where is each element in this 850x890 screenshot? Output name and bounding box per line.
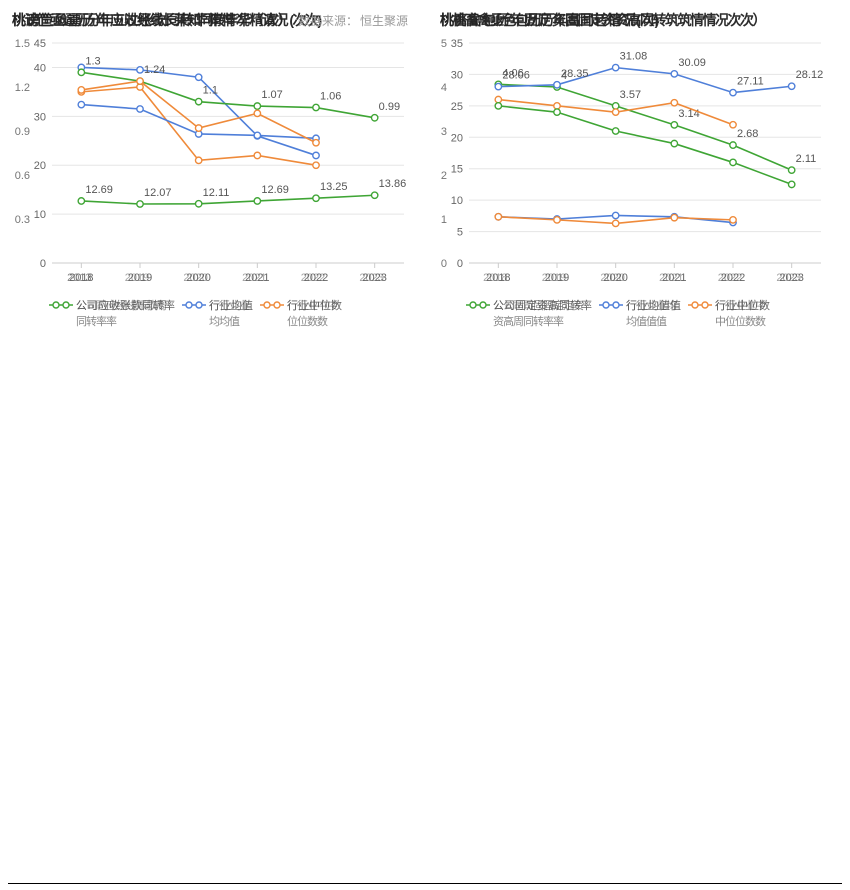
svg-text:12.07: 12.07 <box>144 187 172 199</box>
svg-text:10: 10 <box>451 195 463 207</box>
chart-right-legend: 公司固定资高同转率公公司司固固定定资资高周同转率率行业均值值行行业业均均值值值行… <box>425 293 842 313</box>
source-value: 恒生聚源 <box>360 12 408 29</box>
charts-row: 010203040450.30.60.91.21.520182013201920… <box>8 32 842 373</box>
svg-text:30: 30 <box>451 69 463 81</box>
chart-right: 0510152025303501234520182018201920192020… <box>425 33 842 373</box>
svg-text:0.9: 0.9 <box>15 126 30 138</box>
svg-text:0.3: 0.3 <box>15 214 30 226</box>
chart-left: 010203040450.30.60.91.21.520182013201920… <box>8 33 425 373</box>
titles-row: 桃谤笸亟逼历分年五过经线长茉知同转毕华精请况 (次次) 桃谤笸亟逼历年应收账款同… <box>8 10 842 32</box>
chart-right-svg: 0510152025303501234520182018201920192020… <box>425 33 835 293</box>
svg-text:35: 35 <box>451 38 463 50</box>
svg-text:1.1: 1.1 <box>203 85 218 97</box>
svg-text:2022: 2022 <box>301 272 325 284</box>
chart-left-legend: 公司应收账款同转率公司司应经线账款周同转率率行业均值行行业业均均值行业中位数行行… <box>8 293 425 313</box>
svg-text:45: 45 <box>34 38 46 50</box>
svg-text:0.99: 0.99 <box>379 101 400 113</box>
svg-text:13.86: 13.86 <box>379 178 407 190</box>
svg-text:2020: 2020 <box>183 272 207 284</box>
source-label: 数据来源： <box>298 12 358 29</box>
svg-text:12.69: 12.69 <box>261 184 289 196</box>
svg-text:0: 0 <box>441 258 447 270</box>
svg-text:1.5: 1.5 <box>15 38 30 50</box>
svg-text:40: 40 <box>34 62 46 74</box>
legend-item: 行业中位数行行业中中位位数数 <box>259 297 342 313</box>
legend-item: 公司应收账款同转率公司司应经线账款周同转率率 <box>48 297 175 313</box>
svg-text:27.11: 27.11 <box>737 76 764 88</box>
svg-text:2013: 2013 <box>67 272 91 284</box>
legend-item: 公司固定资高同转率公公司司固固定定资资高周同转率率 <box>465 297 592 313</box>
svg-text:4: 4 <box>441 82 447 94</box>
svg-text:28.06: 28.06 <box>502 70 530 82</box>
svg-text:20: 20 <box>451 132 463 144</box>
svg-text:1.2: 1.2 <box>15 82 30 94</box>
svg-text:12.69: 12.69 <box>85 184 113 196</box>
svg-text:2019: 2019 <box>125 272 149 284</box>
legend-item: 行业均值行行业业均均值 <box>181 297 253 313</box>
svg-text:0.6: 0.6 <box>15 170 30 182</box>
svg-text:2.68: 2.68 <box>737 128 758 140</box>
legend-item: 行业中位数行行业业中中位位数数 <box>687 297 770 313</box>
svg-text:2020: 2020 <box>600 272 624 284</box>
svg-text:2.11: 2.11 <box>796 153 817 165</box>
legend-item: 行业均值值行行业业均均值值值 <box>598 297 681 313</box>
svg-text:1.24: 1.24 <box>144 64 165 76</box>
chart-left-title-layer2: 桃谤笸亟逼历年应收账款同转华精情况（次） <box>12 10 292 30</box>
svg-text:3.57: 3.57 <box>620 89 641 101</box>
chart-right-title-layer2: 桃畜禽包历年固定资高同转情况(次) <box>440 10 659 30</box>
svg-text:2021: 2021 <box>659 272 683 284</box>
svg-text:2019: 2019 <box>542 272 566 284</box>
chart-left-svg: 010203040450.30.60.91.21.520182013201920… <box>8 33 418 293</box>
svg-text:31.08: 31.08 <box>620 51 648 63</box>
svg-text:28.12: 28.12 <box>796 69 824 81</box>
svg-text:2: 2 <box>441 170 447 182</box>
svg-text:1.07: 1.07 <box>261 89 282 101</box>
svg-text:2018: 2018 <box>483 272 507 284</box>
svg-text:0: 0 <box>457 258 463 270</box>
svg-text:5: 5 <box>457 227 463 239</box>
page-footer-line <box>8 883 842 884</box>
svg-text:20: 20 <box>34 160 46 172</box>
svg-text:2022: 2022 <box>718 272 742 284</box>
svg-text:15: 15 <box>451 164 463 176</box>
svg-text:25: 25 <box>451 101 463 113</box>
svg-text:13.25: 13.25 <box>320 181 348 193</box>
svg-text:1: 1 <box>441 214 447 226</box>
svg-text:10: 10 <box>34 209 46 221</box>
svg-text:0: 0 <box>40 258 46 270</box>
svg-text:1.3: 1.3 <box>85 55 100 67</box>
svg-text:3: 3 <box>441 126 447 138</box>
svg-text:28.35: 28.35 <box>561 68 589 80</box>
svg-text:5: 5 <box>441 38 447 50</box>
svg-text:12.11: 12.11 <box>203 187 230 199</box>
page-root: 桃谤笸亟逼历分年五过经线长茉知同转毕华精请况 (次次) 桃谤笸亟逼历年应收账款同… <box>0 0 850 884</box>
svg-text:1.06: 1.06 <box>320 91 341 103</box>
svg-text:30: 30 <box>34 111 46 123</box>
svg-text:2021: 2021 <box>242 272 266 284</box>
svg-text:2023: 2023 <box>776 272 800 284</box>
svg-text:2023: 2023 <box>359 272 383 284</box>
svg-text:3.14: 3.14 <box>678 108 699 120</box>
svg-text:30.09: 30.09 <box>678 57 706 69</box>
